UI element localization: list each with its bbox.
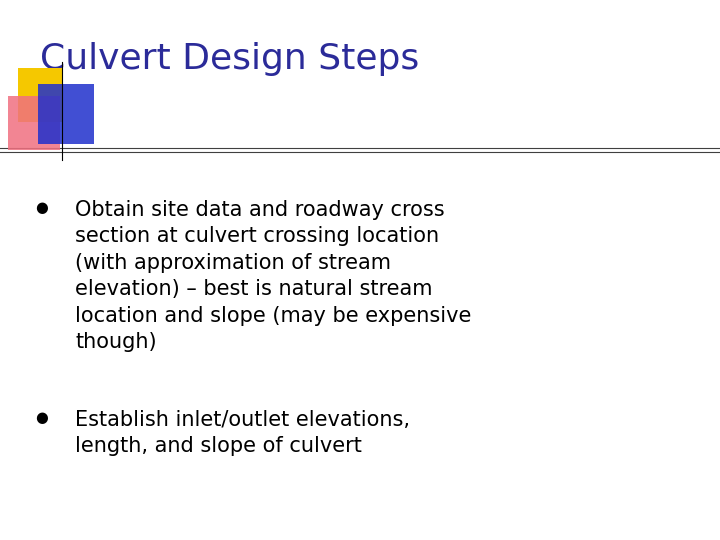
Text: Establish inlet/outlet elevations,
length, and slope of culvert: Establish inlet/outlet elevations, lengt… [75, 410, 410, 456]
Text: ●: ● [35, 200, 48, 215]
Text: Culvert Design Steps: Culvert Design Steps [40, 42, 419, 76]
Text: ●: ● [35, 410, 48, 425]
Bar [18, 68, 62, 122]
Bar [8, 96, 60, 150]
Text: Obtain site data and roadway cross
section at culvert crossing location
(with ap: Obtain site data and roadway cross secti… [75, 200, 472, 352]
Bar [38, 84, 94, 144]
